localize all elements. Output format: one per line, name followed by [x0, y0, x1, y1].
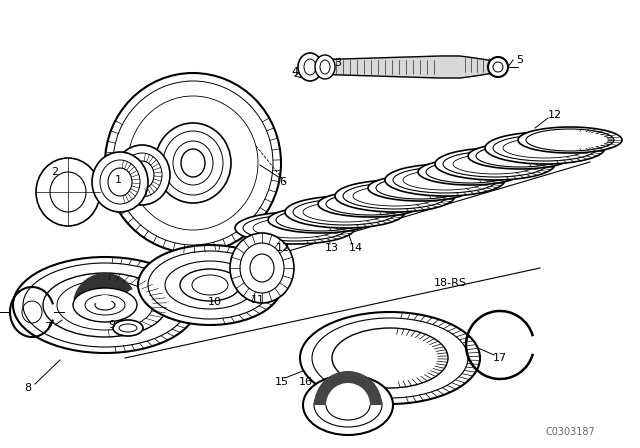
Ellipse shape [114, 145, 170, 205]
Wedge shape [157, 125, 226, 163]
Ellipse shape [385, 164, 505, 196]
Ellipse shape [285, 196, 405, 228]
Ellipse shape [332, 328, 448, 388]
Text: 4: 4 [291, 67, 299, 77]
Ellipse shape [36, 158, 100, 226]
Text: 13: 13 [325, 243, 339, 253]
Ellipse shape [435, 148, 555, 180]
Ellipse shape [13, 257, 197, 353]
Ellipse shape [526, 129, 614, 151]
Text: 15: 15 [275, 377, 289, 387]
Ellipse shape [376, 177, 464, 199]
Text: 7: 7 [44, 322, 52, 332]
Ellipse shape [300, 312, 480, 404]
Ellipse shape [326, 193, 414, 215]
Ellipse shape [138, 245, 282, 325]
Wedge shape [95, 295, 114, 305]
Text: 1: 1 [115, 175, 122, 185]
Ellipse shape [368, 175, 472, 201]
Text: 16: 16 [299, 377, 313, 387]
Wedge shape [74, 273, 132, 305]
Ellipse shape [276, 209, 364, 231]
Text: 8: 8 [24, 383, 31, 393]
Ellipse shape [418, 159, 522, 185]
Ellipse shape [43, 273, 167, 337]
Text: 18-RS: 18-RS [433, 278, 467, 288]
Ellipse shape [235, 212, 355, 244]
Ellipse shape [443, 151, 547, 177]
Ellipse shape [488, 57, 508, 77]
Ellipse shape [298, 53, 322, 81]
Ellipse shape [73, 288, 137, 322]
Text: 14: 14 [349, 243, 363, 253]
Text: 3: 3 [335, 58, 342, 68]
Ellipse shape [343, 183, 447, 209]
Ellipse shape [426, 161, 514, 183]
Ellipse shape [485, 132, 605, 164]
Ellipse shape [468, 143, 572, 169]
Ellipse shape [50, 172, 86, 212]
Text: 11: 11 [251, 295, 265, 305]
Text: 9: 9 [108, 320, 116, 330]
Ellipse shape [148, 251, 272, 319]
Ellipse shape [155, 123, 231, 203]
Text: 12: 12 [276, 243, 290, 253]
Ellipse shape [393, 167, 497, 193]
Ellipse shape [312, 318, 468, 398]
Ellipse shape [493, 135, 597, 161]
Wedge shape [110, 75, 269, 163]
Ellipse shape [335, 180, 455, 212]
Ellipse shape [105, 73, 281, 253]
Wedge shape [326, 383, 370, 405]
Text: 2: 2 [51, 167, 59, 177]
Ellipse shape [92, 152, 148, 212]
Ellipse shape [23, 263, 187, 347]
Ellipse shape [243, 215, 347, 241]
Text: 6: 6 [280, 177, 287, 187]
Text: 17: 17 [493, 353, 507, 363]
Text: 10: 10 [208, 297, 222, 307]
Ellipse shape [476, 145, 564, 167]
Ellipse shape [314, 383, 382, 427]
Ellipse shape [180, 269, 240, 301]
Ellipse shape [57, 280, 153, 330]
Ellipse shape [303, 375, 393, 435]
Ellipse shape [230, 233, 294, 303]
Text: 12: 12 [548, 110, 562, 120]
Ellipse shape [293, 199, 397, 225]
Polygon shape [310, 56, 500, 78]
Ellipse shape [318, 191, 422, 217]
Ellipse shape [315, 55, 335, 79]
Ellipse shape [268, 207, 372, 233]
Ellipse shape [518, 127, 622, 153]
Text: C0303187: C0303187 [545, 427, 595, 437]
Wedge shape [314, 371, 382, 405]
Ellipse shape [113, 320, 143, 336]
Text: 5: 5 [516, 55, 524, 65]
